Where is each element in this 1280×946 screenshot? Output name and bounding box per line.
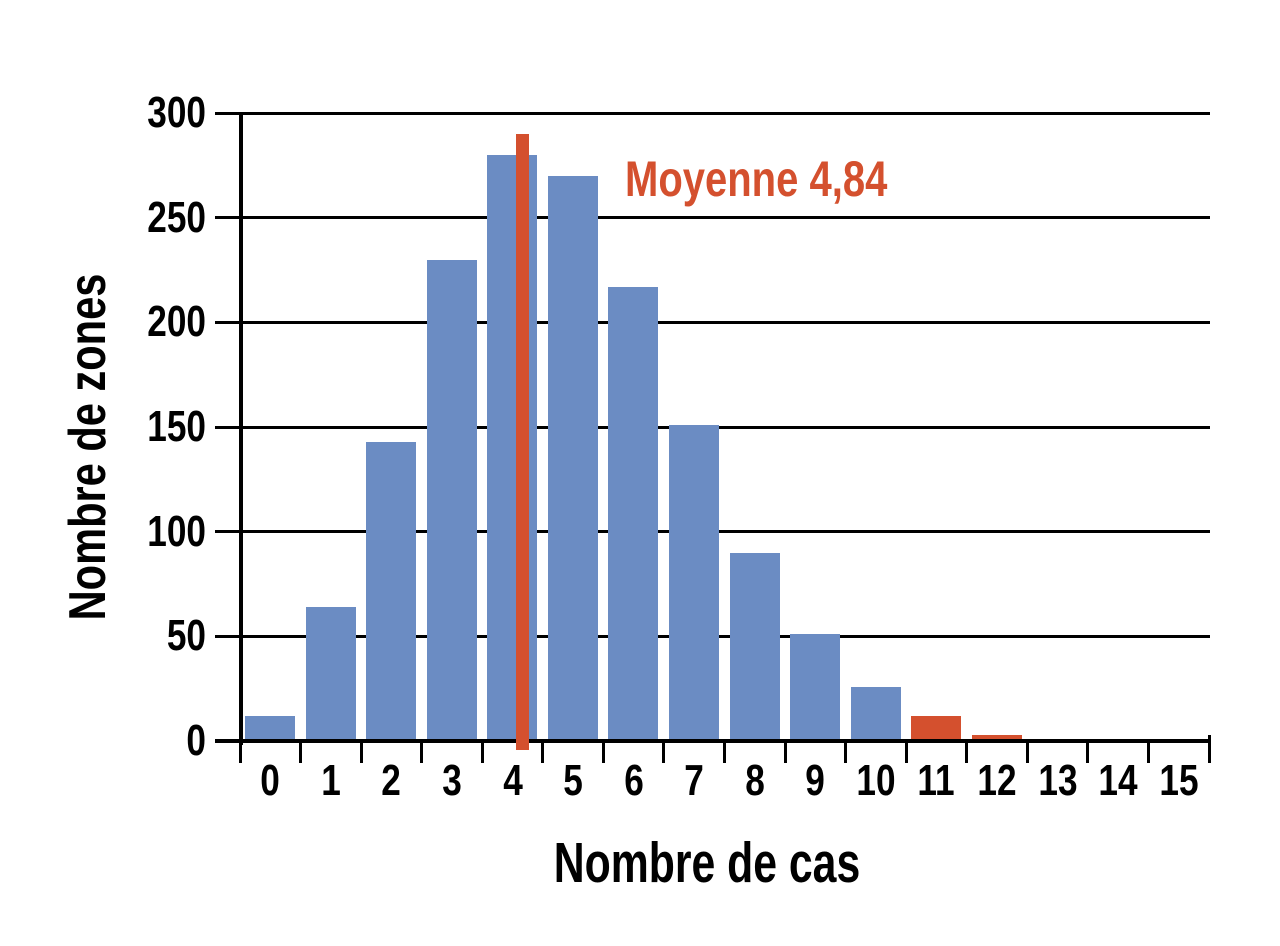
- x-tick-13: [1025, 741, 1029, 763]
- bar-8: [729, 552, 780, 741]
- bar-9: [790, 634, 841, 741]
- x-tick-3: [420, 741, 424, 763]
- bar-2: [366, 441, 417, 741]
- y-axis-line: [239, 113, 243, 745]
- x-tick-label-15: 15: [1159, 756, 1199, 805]
- y-tick-label-250: 250: [147, 192, 206, 242]
- gridline-300: [215, 111, 1210, 115]
- x-tick-label-5: 5: [563, 756, 583, 805]
- x-tick-10: [844, 741, 848, 763]
- x-tick-1: [299, 741, 303, 763]
- x-tick-label-4: 4: [502, 756, 523, 805]
- y-tick-label-150: 150: [147, 402, 206, 451]
- bar-10: [850, 686, 901, 741]
- x-tick-11: [904, 741, 908, 763]
- x-tick-label-9: 9: [805, 756, 826, 805]
- x-tick-7: [662, 741, 666, 763]
- y-tick-label-50: 50: [166, 611, 206, 661]
- x-tick-label-8: 8: [744, 756, 765, 805]
- x-tick-label-12: 12: [977, 756, 1017, 805]
- x-tick-14: [1086, 741, 1090, 763]
- x-tick-12: [965, 741, 969, 763]
- x-axis-line: [215, 739, 1210, 743]
- y-tick-label-300: 300: [147, 88, 206, 137]
- x-tick-5: [541, 741, 545, 763]
- x-tick-0: [238, 741, 242, 763]
- gridline-250: [215, 216, 1210, 220]
- bar-3: [426, 259, 477, 741]
- x-tick-label-13: 13: [1038, 756, 1078, 805]
- x-tick-8: [723, 741, 726, 763]
- bar-11: [911, 715, 962, 741]
- x-tick-label-14: 14: [1098, 756, 1138, 805]
- x-tick-label-0: 0: [260, 756, 281, 805]
- bar-5: [547, 175, 598, 741]
- x-axis-title: Nombre de cas: [553, 831, 861, 895]
- x-tick-label-3: 3: [442, 756, 462, 805]
- bar-4: [487, 154, 538, 741]
- y-tick-label-100: 100: [147, 506, 206, 556]
- x-tick-label-1: 1: [321, 756, 341, 805]
- gridline-200: [215, 320, 1210, 324]
- bar-6: [608, 286, 659, 741]
- x-tick-2: [359, 741, 363, 763]
- bar-0: [245, 715, 296, 741]
- x-tick-label-11: 11: [917, 756, 956, 805]
- x-tick-9: [783, 741, 787, 763]
- x-tick-label-10: 10: [856, 756, 896, 805]
- mean-line: [516, 134, 529, 750]
- mean-value-annotation: Moyenne 4,84: [625, 151, 888, 207]
- x-tick-label-6: 6: [623, 756, 644, 805]
- x-tick-6: [601, 741, 605, 763]
- x-tick-15: [1146, 741, 1150, 763]
- x-tick-label-7: 7: [684, 756, 705, 805]
- bar-1: [305, 607, 356, 741]
- bar-7: [668, 424, 719, 741]
- y-tick-label-200: 200: [147, 297, 206, 347]
- x-tick-label-2: 2: [381, 756, 402, 805]
- bar-12: [971, 734, 1022, 741]
- y-tick-label-0: 0: [186, 716, 206, 765]
- x-tick-16: [1207, 735, 1211, 763]
- y-axis-title: Nombre de zones: [59, 273, 117, 621]
- x-tick-4: [480, 741, 484, 763]
